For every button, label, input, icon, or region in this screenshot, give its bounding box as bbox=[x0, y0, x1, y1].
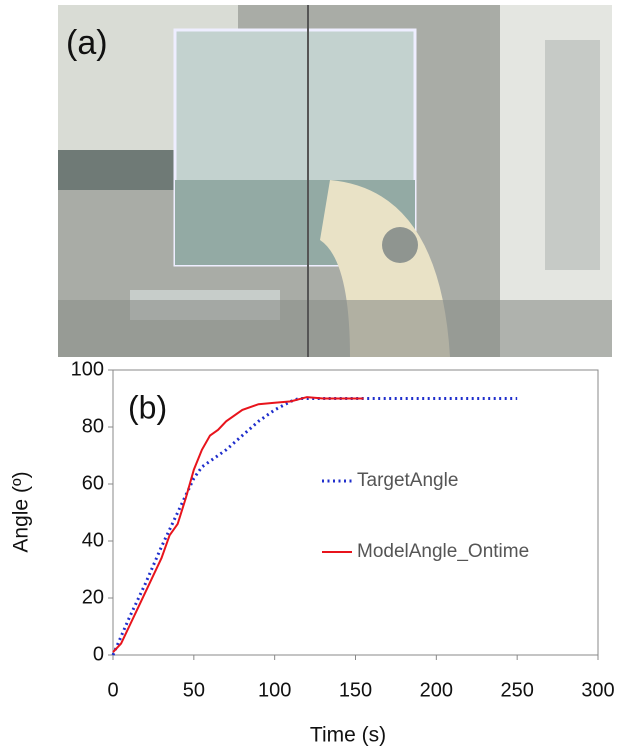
legend-label: TargetAngle bbox=[357, 470, 458, 491]
y-tick-label: 20 bbox=[82, 586, 104, 608]
x-tick-label: 0 bbox=[107, 679, 118, 701]
x-axis-label: Time (s) bbox=[310, 724, 386, 747]
x-tick-label: 150 bbox=[339, 679, 372, 701]
plot-frame bbox=[112, 369, 599, 656]
x-tick-label: 100 bbox=[258, 679, 291, 701]
y-tick-label: 80 bbox=[82, 415, 104, 437]
x-tick-label: 200 bbox=[420, 679, 453, 701]
legend-label: ModelAngle_Ontime bbox=[357, 541, 529, 562]
y-tick-label: 0 bbox=[93, 643, 104, 665]
data-line bbox=[112, 396, 364, 653]
x-tick-label: 300 bbox=[581, 679, 614, 701]
x-tick-label: 50 bbox=[183, 679, 205, 701]
y-axis-label: Angle (º) bbox=[10, 471, 33, 552]
y-tick-label: 60 bbox=[82, 472, 104, 494]
y-tick-label: 100 bbox=[71, 358, 104, 380]
data-line bbox=[111, 397, 518, 656]
panel-label: (b) bbox=[128, 389, 167, 425]
y-tick-label: 40 bbox=[82, 529, 104, 551]
photo: (a) bbox=[58, 5, 612, 357]
panel-label: (a) bbox=[66, 24, 108, 62]
x-tick-label: 250 bbox=[500, 679, 533, 701]
